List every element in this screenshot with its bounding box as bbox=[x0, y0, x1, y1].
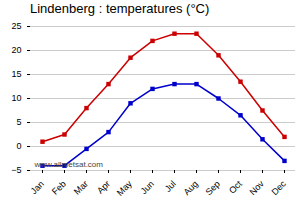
svg-text:−5: −5 bbox=[11, 165, 21, 175]
svg-text:Apr: Apr bbox=[95, 179, 112, 196]
svg-text:Jul: Jul bbox=[163, 179, 178, 194]
svg-text:www.allmetsat.com: www.allmetsat.com bbox=[34, 160, 104, 169]
svg-text:Jun: Jun bbox=[139, 179, 156, 196]
svg-text:5: 5 bbox=[16, 117, 21, 127]
svg-text:Oct: Oct bbox=[227, 178, 244, 195]
svg-text:25: 25 bbox=[11, 21, 21, 31]
svg-text:Nov: Nov bbox=[248, 178, 267, 197]
svg-text:20: 20 bbox=[11, 45, 21, 55]
svg-text:Mar: Mar bbox=[72, 179, 90, 197]
svg-text:Feb: Feb bbox=[50, 179, 68, 197]
html-text:Lindenberg : temperatures (°C): Lindenberg : temperatures (°C) bbox=[30, 1, 210, 16]
svg-text:Aug: Aug bbox=[182, 179, 200, 197]
svg-text:Dec: Dec bbox=[270, 178, 289, 197]
svg-text:0: 0 bbox=[16, 141, 21, 151]
svg-text:15: 15 bbox=[11, 69, 21, 79]
svg-text:Jan: Jan bbox=[29, 179, 46, 196]
svg-text:Sep: Sep bbox=[204, 179, 222, 197]
svg-text:May: May bbox=[115, 178, 134, 197]
svg-text:10: 10 bbox=[11, 93, 21, 103]
